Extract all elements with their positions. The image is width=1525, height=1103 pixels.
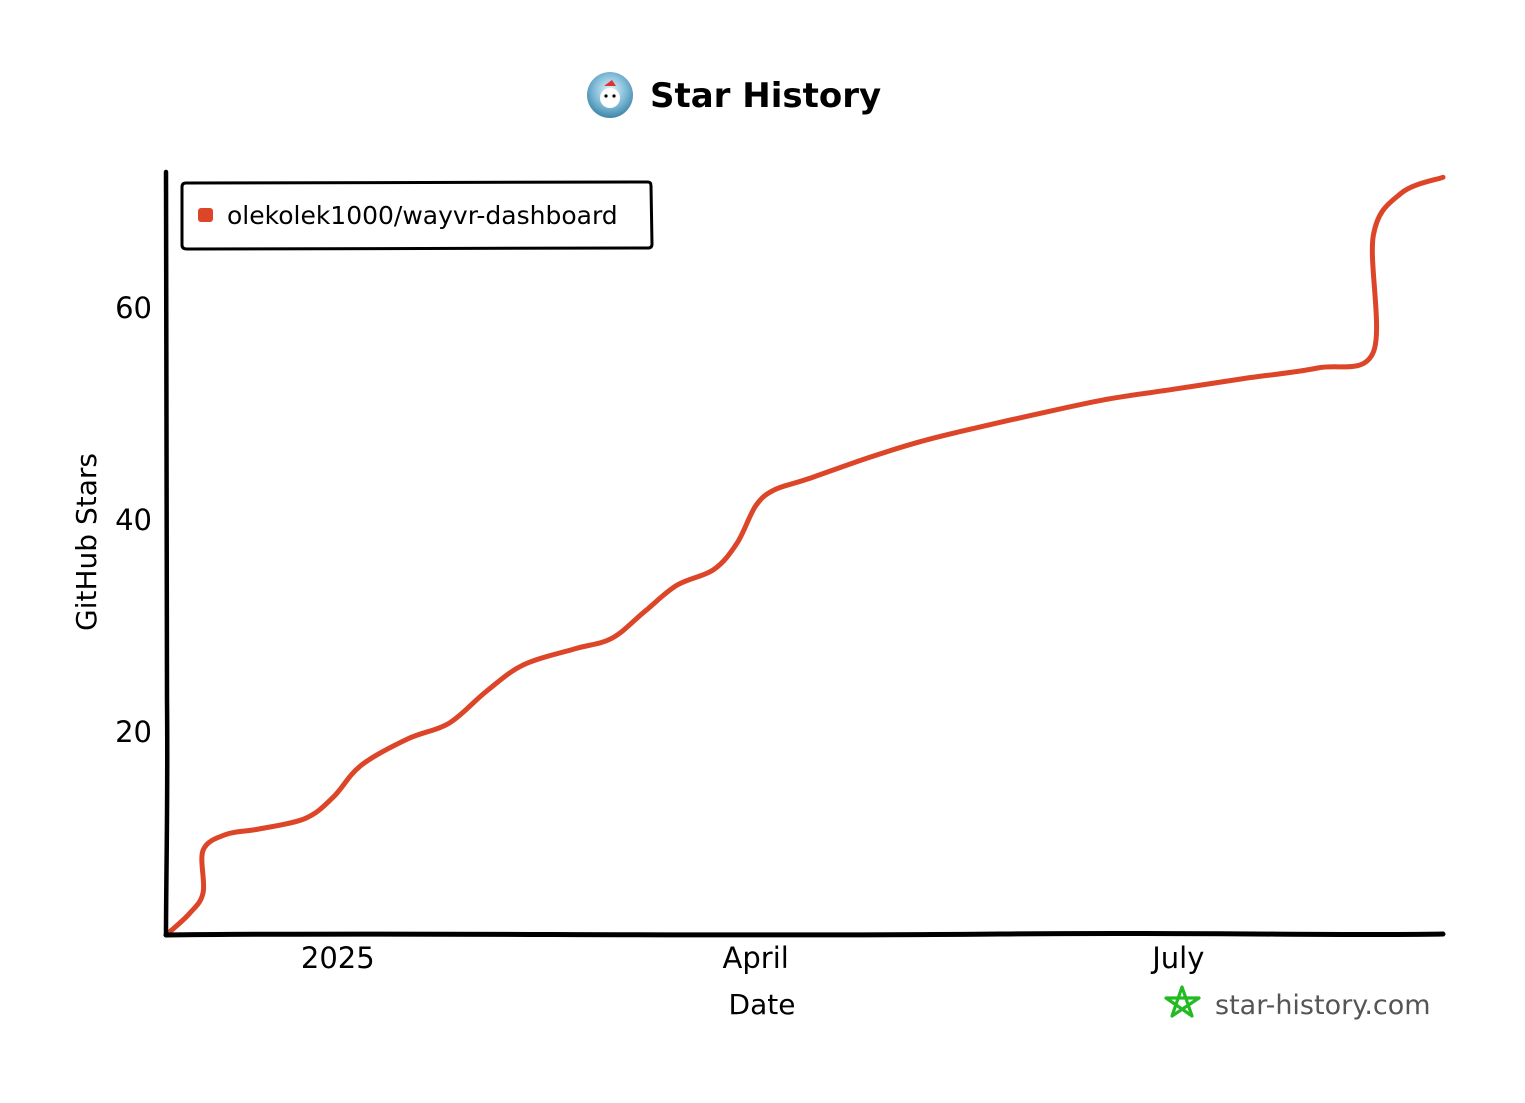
- x-axis-title: Date: [729, 988, 796, 1021]
- y-tick-label-40: 40: [115, 503, 152, 537]
- legend-label-wayvr-dashboard: olekolek1000/wayvr-dashboard: [227, 201, 618, 230]
- watermark: star-history.com: [1164, 985, 1431, 1021]
- chart-header: Star History: [587, 72, 881, 118]
- x-axis-line: [163, 930, 1446, 938]
- legend: olekolek1000/wayvr-dashboard: [180, 180, 654, 251]
- x-tick-label-july: July: [1150, 941, 1204, 975]
- y-axis-line: [163, 169, 170, 938]
- y-tick-label-60: 60: [115, 291, 152, 325]
- series-line-wayvr-dashboard: [163, 174, 1446, 938]
- y-tick-labels: 20 40 60: [115, 291, 152, 749]
- y-tick-label-20: 20: [115, 715, 152, 749]
- avatar-icon: [587, 72, 633, 118]
- legend-box: [180, 180, 654, 251]
- x-tick-label-2025: 2025: [301, 941, 375, 975]
- star-icon: [1164, 985, 1201, 1018]
- x-tick-labels: 2025 April July: [301, 941, 1204, 975]
- legend-swatch: [198, 208, 213, 222]
- watermark-text: star-history.com: [1215, 990, 1431, 1021]
- chart-title: Star History: [650, 76, 881, 116]
- y-axis-title: GitHub Stars: [70, 453, 103, 631]
- x-tick-label-april: April: [723, 941, 789, 975]
